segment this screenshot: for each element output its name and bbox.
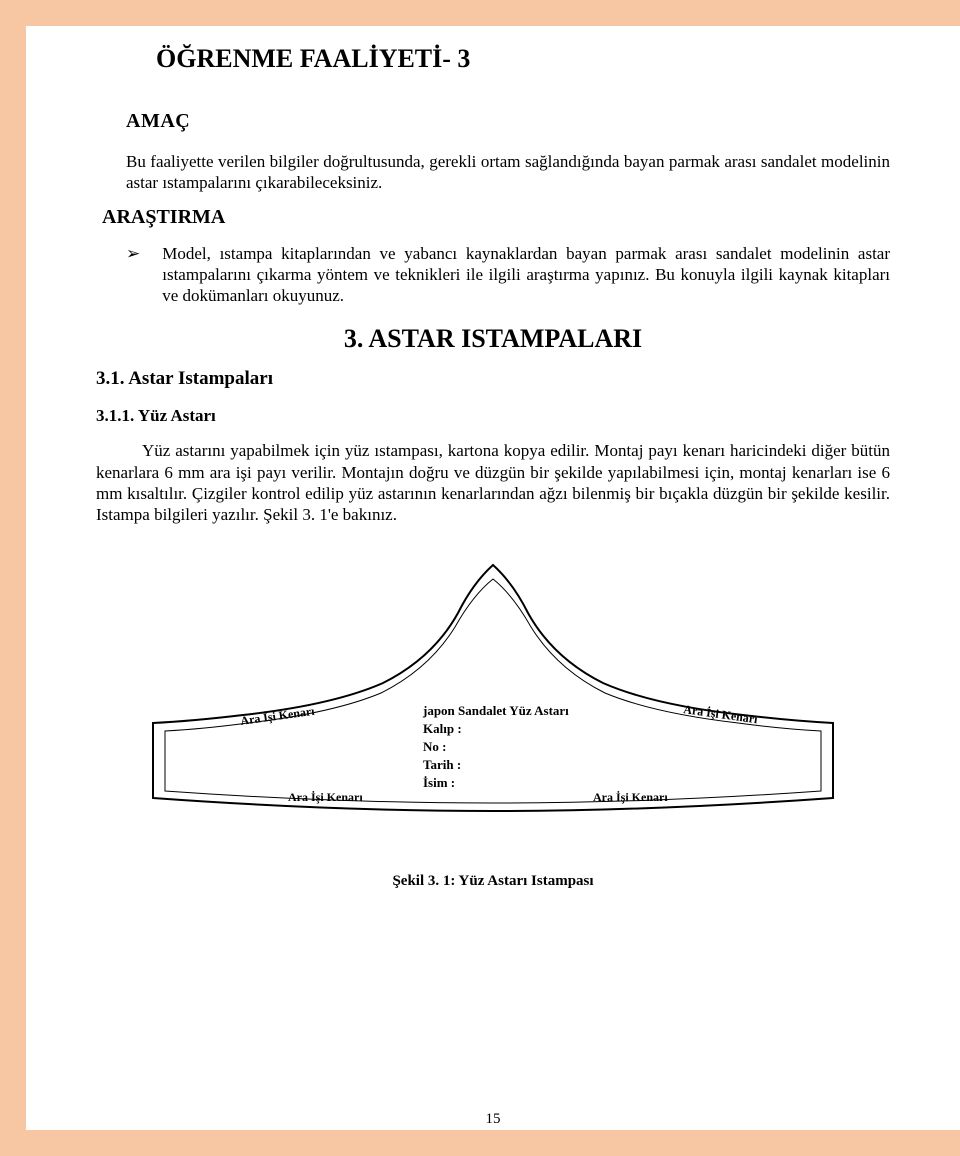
figure-container: Ara İşi Kenarı Ara İşi Kenarı Ara İşi Ke… (96, 553, 890, 843)
outer-outline (153, 565, 833, 811)
section-title: 3. ASTAR ISTAMPALARI (96, 324, 890, 354)
amac-heading: AMAÇ (126, 110, 890, 133)
bullet-icon: ➢ (126, 244, 140, 264)
arastirma-heading: ARAŞTIRMA (102, 206, 890, 229)
research-bullet-text: Model, ıstampa kitaplarından ve yabancı … (162, 243, 890, 307)
pattern-tarih: Tarih : (423, 757, 461, 772)
page-number: 15 (26, 1111, 960, 1128)
subsubsection-title: 3.1.1. Yüz Astarı (96, 406, 890, 426)
edge-label-bottom-right: Ara İşi Kenarı (593, 790, 668, 804)
pattern-title: japon Sandalet Yüz Astarı (422, 703, 569, 718)
body-paragraph: Yüz astarını yapabilmek için yüz ıstampa… (96, 440, 890, 525)
pattern-isim: İsim : (423, 775, 455, 790)
document-page: ÖĞRENME FAALİYETİ- 3 AMAÇ Bu faaliyette … (0, 0, 960, 1156)
pattern-no: No : (423, 739, 446, 754)
edge-label-top-right: Ara İşi Kenarı (683, 702, 760, 726)
learning-activity-title: ÖĞRENME FAALİYETİ- 3 (156, 44, 890, 74)
edge-label-bottom-left: Ara İşi Kenarı (288, 790, 363, 804)
pattern-diagram: Ara İşi Kenarı Ara İşi Kenarı Ara İşi Ke… (123, 553, 863, 843)
amac-paragraph: Bu faaliyette verilen bilgiler doğrultus… (126, 151, 890, 194)
pattern-kalip: Kalıp : (423, 721, 462, 736)
inner-outline (165, 579, 821, 803)
subsection-title: 3.1. Astar Istampaları (96, 368, 890, 390)
edge-label-top-left: Ara İşi Kenarı (239, 704, 316, 728)
research-bullet-row: ➢ Model, ıstampa kitaplarından ve yabanc… (126, 243, 890, 307)
figure-caption: Şekil 3. 1: Yüz Astarı Istampası (96, 873, 890, 890)
